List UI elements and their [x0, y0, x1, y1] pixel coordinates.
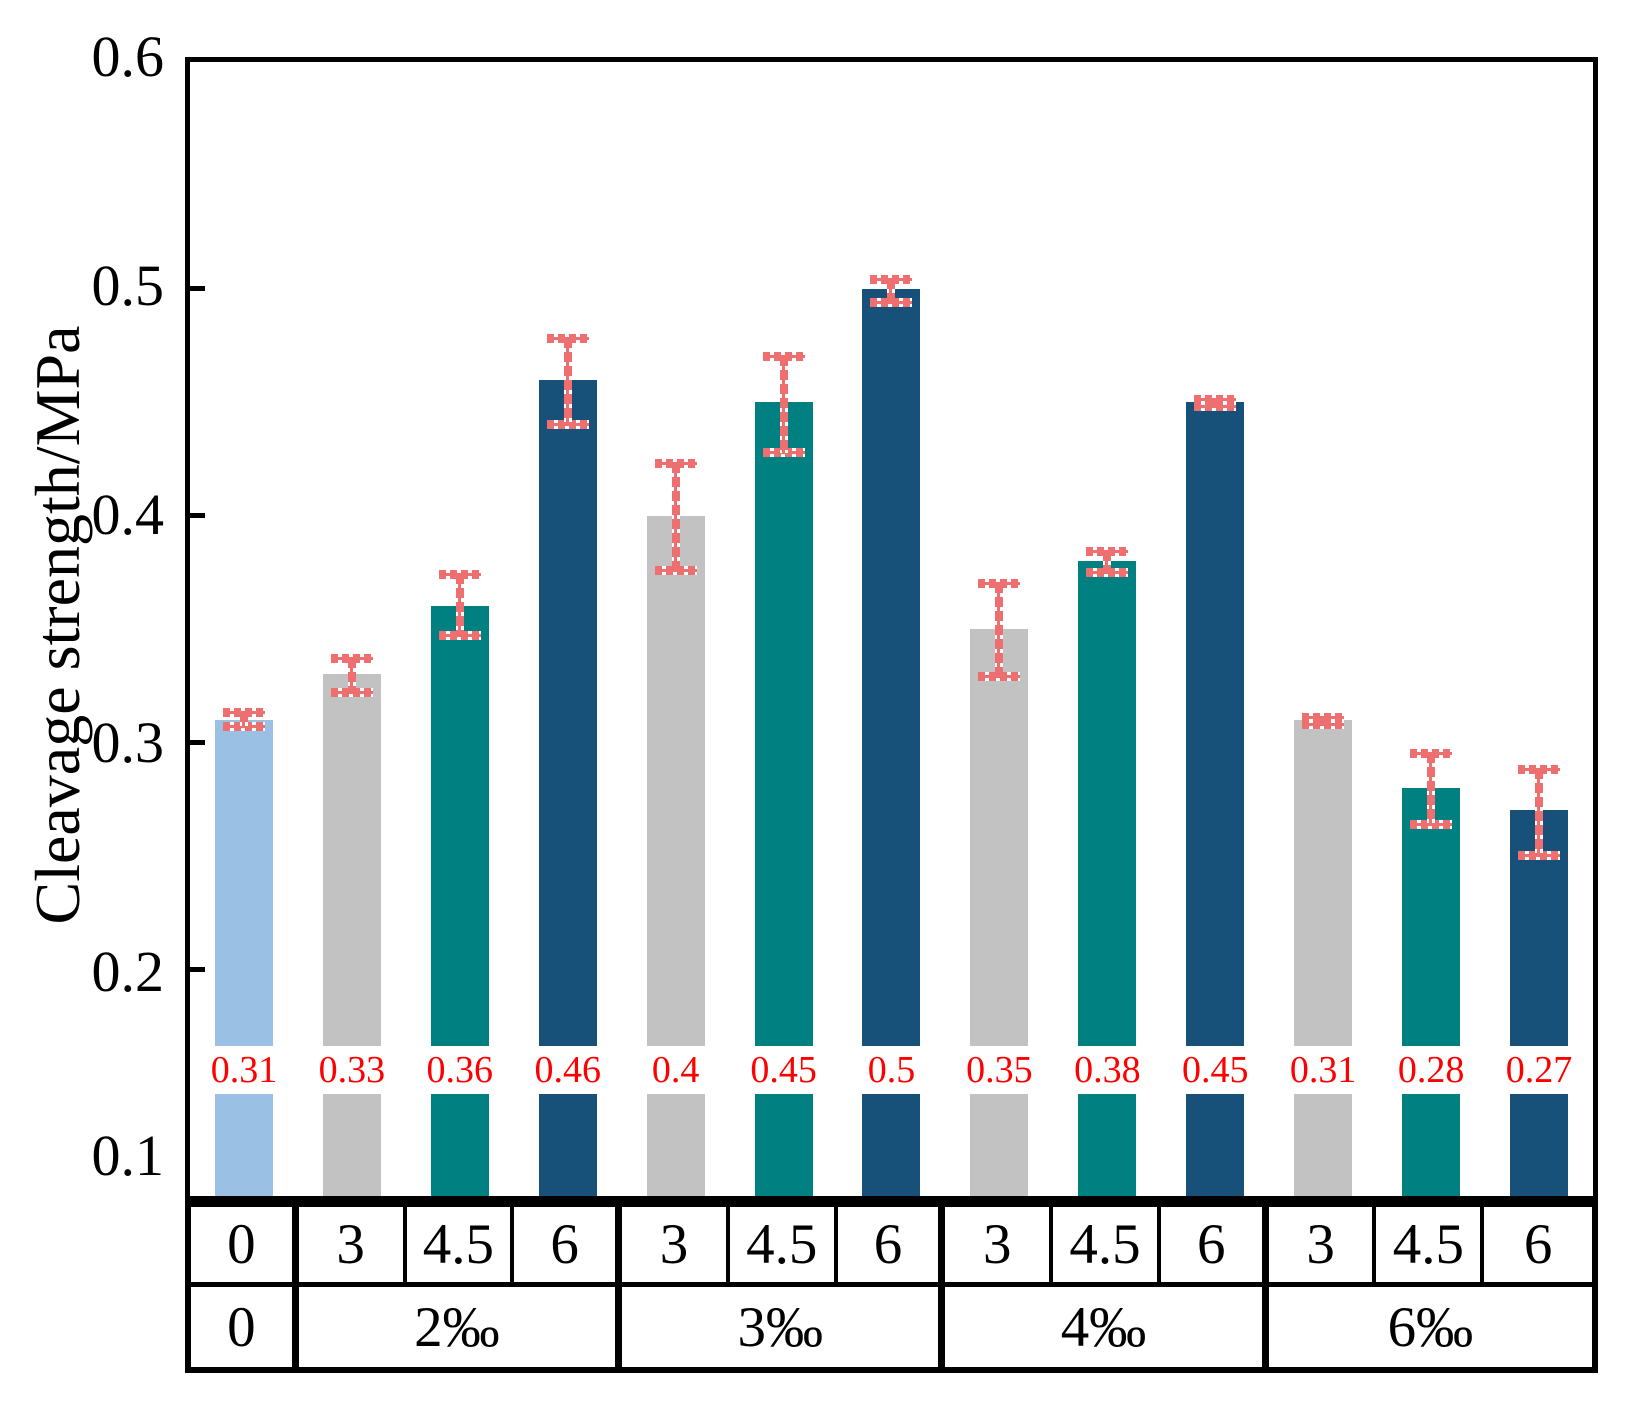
x-sublabel-cell: 3 — [945, 1207, 1054, 1287]
x-group-label-cell: 2‰ — [299, 1287, 623, 1367]
error-bar — [438, 570, 481, 641]
plot-area: 0.31 0.33 0.36 0.46 0.4 0.45 0.5 0.35 0.38 0.45 0.… — [185, 57, 1598, 1201]
error-bar-stem — [563, 338, 572, 426]
y-tick-label: 0.2 — [91, 939, 165, 1005]
error-bar-stem — [779, 356, 788, 453]
error-bar — [1410, 749, 1453, 829]
x-group-label-cell: 6‰ — [1387, 1295, 1474, 1359]
bar-value-label: 0.28 — [1390, 1045, 1472, 1094]
bar — [862, 288, 921, 1196]
bar-value-label: 0.45 — [743, 1045, 824, 1094]
x-sublabel-cell: 6 — [514, 1207, 623, 1287]
error-bar-stem — [455, 574, 464, 637]
bar-slot: 0.27 — [1485, 62, 1593, 1196]
bar — [214, 719, 273, 1196]
bar-value-label: 0.31 — [1282, 1045, 1364, 1094]
x-sublabel-cell: 6 — [1484, 1207, 1592, 1287]
bar — [1078, 560, 1137, 1196]
error-bar-stem — [671, 462, 680, 571]
x-sublabel-cell: 0 — [191, 1207, 299, 1287]
bar-value-label: 0.45 — [1175, 1045, 1256, 1094]
bar — [1510, 810, 1569, 1196]
x-sublabel-cell: 6 — [837, 1207, 946, 1287]
bar-value-label: 0.27 — [1498, 1045, 1580, 1094]
y-tick-mark — [190, 513, 205, 519]
y-axis-tick-labels: 0.6 0.5 0.4 0.3 0.2 0.1 — [0, 0, 172, 1419]
bar-value-label: 0.31 — [203, 1045, 285, 1094]
error-bar — [654, 458, 697, 575]
x-group-label-cell: 4‰ — [945, 1287, 1269, 1367]
x-sublabel-cell: 4.5 — [1376, 1207, 1485, 1287]
error-bar-stem — [1211, 399, 1220, 408]
error-bar — [546, 334, 589, 430]
x-sublabel-cell: 3 — [298, 1207, 407, 1287]
bar — [970, 629, 1029, 1196]
error-bar-stem — [1535, 769, 1544, 857]
y-tick-mark — [190, 286, 205, 292]
x-group-label-cell: 3‰ — [622, 1287, 946, 1367]
error-bar-stem — [995, 583, 1004, 678]
x-sublabel-cell: 3 — [1268, 1207, 1377, 1287]
error-bar — [1518, 765, 1561, 861]
x-sublabel-cell: 6 — [1160, 1207, 1269, 1287]
y-tick-mark — [190, 966, 205, 972]
y-tick-label: 0.3 — [91, 710, 165, 776]
bar — [322, 674, 381, 1196]
x-sublabel-cell: 4.5 — [729, 1207, 838, 1287]
bar-slot: 0.28 — [1377, 62, 1485, 1196]
y-tick-label: 0.5 — [91, 252, 165, 318]
error-bar — [762, 352, 805, 457]
y-tick-label: 0.1 — [91, 1123, 165, 1188]
x-sublabel-cell: 3 — [622, 1207, 730, 1287]
error-bar-stem — [1427, 753, 1436, 825]
error-bar-stem — [1319, 716, 1328, 725]
bar-slot: 0.5 — [838, 62, 946, 1196]
bar-value-label: 0.4 — [644, 1045, 707, 1094]
bar-slot: 0.35 — [945, 62, 1053, 1196]
bar-slot: 0.45 — [1161, 62, 1269, 1196]
x-group-label-cell: 0 — [191, 1287, 299, 1367]
error-bar — [1302, 712, 1345, 729]
y-tick-label: 0.6 — [91, 24, 165, 89]
bar-slot: 0.45 — [730, 62, 838, 1196]
bar — [1294, 719, 1353, 1196]
error-bar-stem — [347, 657, 356, 694]
error-bar — [330, 653, 373, 698]
error-bar — [1194, 395, 1237, 412]
error-bar — [870, 275, 913, 307]
bar — [430, 606, 489, 1196]
bar-slots: 0.31 0.33 0.36 0.46 0.4 0.45 0.5 0.35 0.38 0.45 0.… — [190, 62, 1593, 1196]
bar-value-label: 0.5 — [860, 1045, 923, 1094]
bar-value-label: 0.35 — [959, 1045, 1040, 1094]
bar-slot: 0.31 — [1269, 62, 1377, 1196]
bar — [1402, 787, 1461, 1196]
bar-value-label: 0.38 — [1067, 1045, 1148, 1094]
x-axis-table: 0 3 4.5 6 3 4.5 6 3 4.5 6 3 4.5 6 0 2‰ 3‰ 4‰ 6‰ — [185, 1201, 1598, 1373]
error-bar-stem — [239, 712, 248, 728]
x-sublabel-cell: 4.5 — [406, 1207, 515, 1287]
bar-slot: 0.38 — [1053, 62, 1161, 1196]
y-tick-mark — [190, 739, 205, 745]
bar-value-label: 0.36 — [419, 1045, 501, 1094]
bar-slot: 0.36 — [406, 62, 514, 1196]
bar-slot: 0.46 — [514, 62, 622, 1196]
bar-slot: 0.31 — [190, 62, 298, 1196]
x-sublabel-cell: 4.5 — [1053, 1207, 1161, 1287]
error-bar — [978, 579, 1021, 682]
error-bar — [222, 708, 265, 732]
y-tick-label: 0.4 — [91, 481, 165, 547]
bar-value-label: 0.33 — [311, 1045, 393, 1094]
bar-slot: 0.33 — [298, 62, 406, 1196]
error-bar — [1086, 547, 1129, 577]
error-bar-stem — [1103, 551, 1112, 574]
error-bar-stem — [887, 279, 896, 303]
bar-slot: 0.4 — [622, 62, 730, 1196]
bar-value-label: 0.46 — [527, 1045, 608, 1094]
